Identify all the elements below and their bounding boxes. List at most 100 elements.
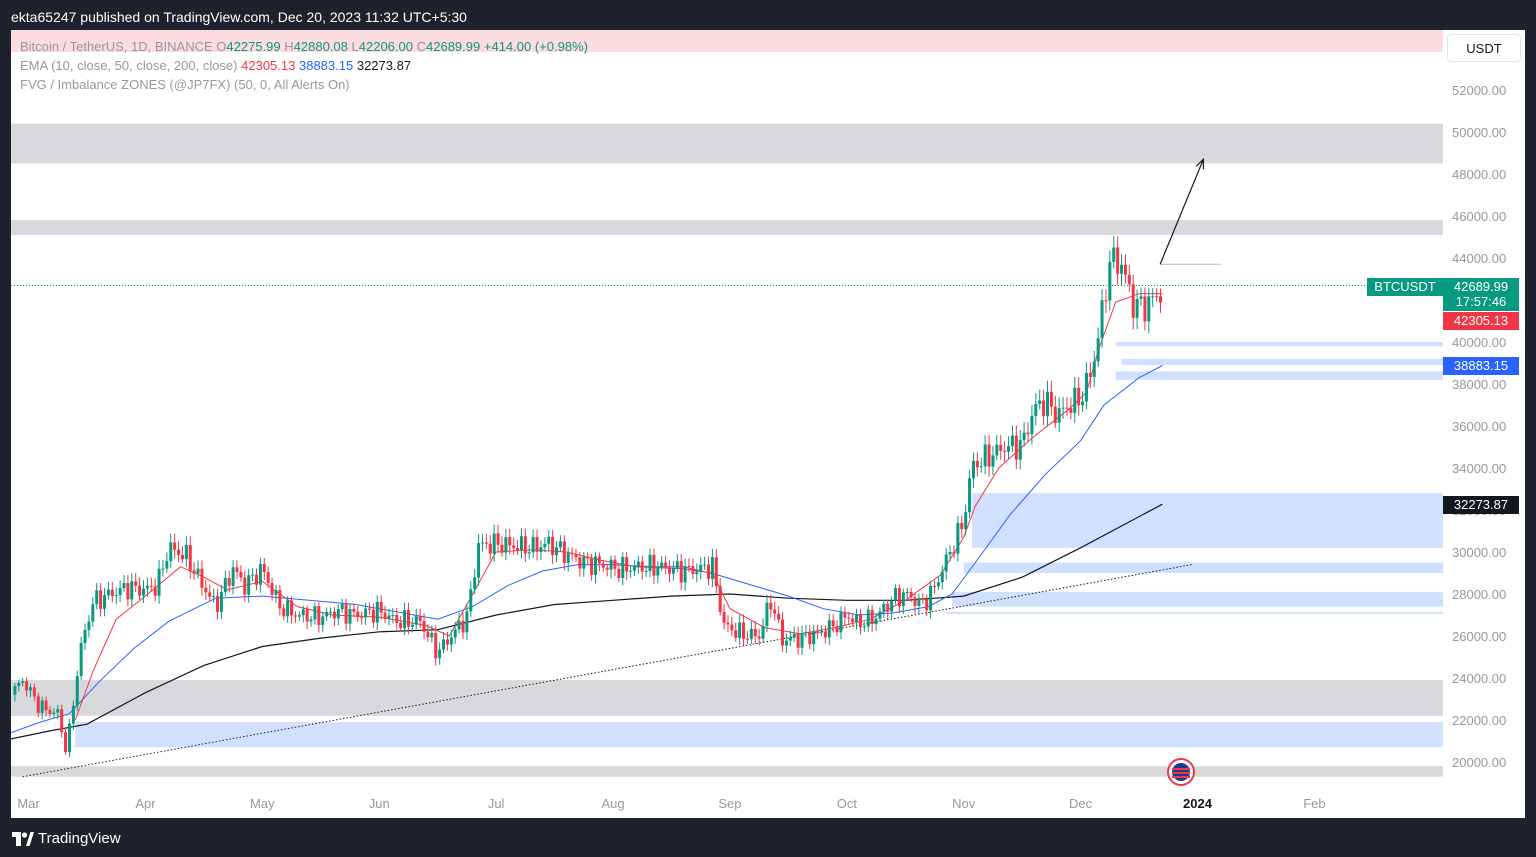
candle-body <box>718 586 722 612</box>
candle-body <box>636 561 640 566</box>
candle-body <box>274 590 278 595</box>
candle-body <box>671 568 675 574</box>
candle-body <box>551 536 555 556</box>
candle-body <box>1123 264 1127 275</box>
candle-body <box>839 612 843 633</box>
time-tick-label: Aug <box>601 796 624 811</box>
candle-body <box>434 632 438 659</box>
legend-o-value: 42275.99 <box>226 39 281 54</box>
candle-body <box>130 581 134 600</box>
legend-fvg-row[interactable]: FVG / Imbalance ZONES (@JP7FX) (50, 0, A… <box>20 77 350 92</box>
candle-body <box>426 631 430 638</box>
candle-body <box>819 631 823 633</box>
candle-body <box>340 603 344 610</box>
candle-body <box>894 588 898 601</box>
candle-body <box>1022 432 1026 441</box>
price-tick-label: 50000.00 <box>1452 125 1506 140</box>
ema200-line <box>11 503 1163 740</box>
fvg-zone <box>971 493 1443 548</box>
candle-body <box>886 603 890 612</box>
badge-last-price: 42689.99 17:57:46 <box>1443 278 1519 311</box>
candle-body <box>52 712 56 714</box>
candle-body <box>247 575 251 595</box>
candle-body <box>531 536 535 553</box>
candle-body <box>519 536 523 551</box>
time-tick-label: Apr <box>135 796 156 811</box>
ema50-line <box>11 365 1163 734</box>
price-tick-label: 52000.00 <box>1452 83 1506 98</box>
candle-body <box>138 585 142 596</box>
candle-body <box>512 545 516 548</box>
fvg-layer <box>75 342 1444 748</box>
candle-body <box>387 615 391 620</box>
candle-body <box>1147 296 1151 322</box>
candle-body <box>882 603 886 612</box>
price-tick-label: 46000.00 <box>1452 209 1506 224</box>
candle-body <box>675 561 679 569</box>
candle-body <box>558 541 562 548</box>
candle-body <box>99 590 103 609</box>
chart-panel[interactable]: 20000.00 22000.00 24000.00 26000.00 28000.00… <box>11 30 1525 818</box>
candle-body <box>929 585 933 611</box>
legend-symbol: Bitcoin / TetherUS, 1D, BINANCE <box>20 39 213 54</box>
candle-body <box>823 631 827 638</box>
candle-body <box>777 613 781 620</box>
badge-last-text: 42689.99 <box>1454 279 1508 294</box>
candle-body <box>835 626 839 633</box>
candle-body <box>290 600 294 616</box>
candle-body <box>141 588 145 596</box>
candle-body <box>1014 435 1018 460</box>
candle-body <box>414 616 418 625</box>
candle-body <box>56 709 60 713</box>
candle-body <box>484 542 488 544</box>
candle-body <box>1045 391 1049 417</box>
candle-body <box>574 554 578 558</box>
legend-change: +414.00 (+0.98%) <box>483 39 588 54</box>
candle-body <box>808 631 812 645</box>
price-chart[interactable]: 20000.00 22000.00 24000.00 26000.00 28000.00… <box>11 30 1525 818</box>
us-flag-event-icon[interactable] <box>1167 758 1195 786</box>
currency-button[interactable]: USDT <box>1447 34 1521 62</box>
badge-ema10: 42305.13 <box>1443 312 1519 330</box>
candle-body <box>788 637 792 641</box>
candle-body <box>987 444 991 467</box>
time-tick-label: Jul <box>488 796 505 811</box>
candle-body <box>1010 435 1014 447</box>
candle-body <box>212 596 216 598</box>
candle-body <box>913 597 917 606</box>
badge-symbol-text: BTCUSDT <box>1374 279 1435 294</box>
candle-body <box>504 537 508 553</box>
candle-body <box>640 561 644 572</box>
tradingview-logo[interactable]: TradingView <box>12 830 121 847</box>
candle-body <box>1034 403 1038 416</box>
candle-body <box>597 556 601 564</box>
candle-body <box>625 557 629 572</box>
time-tick-label: Mar <box>17 796 40 811</box>
supply-zone <box>11 680 1443 716</box>
candle-body <box>742 622 746 639</box>
candle-body <box>745 638 749 640</box>
candle-body <box>901 592 905 607</box>
legend-ema-row[interactable]: EMA (10, close, 50, close, 200, close) 4… <box>20 58 411 73</box>
candle-body <box>555 547 559 556</box>
legend-symbol-row[interactable]: Bitcoin / TetherUS, 1D, BINANCE O42275.9… <box>20 39 588 54</box>
candle-body <box>956 523 960 554</box>
candle-body <box>804 631 808 633</box>
supply-zone <box>11 123 1443 164</box>
candle-body <box>488 543 492 554</box>
candle-body <box>726 622 730 625</box>
candle-body <box>192 570 196 574</box>
candle-body <box>586 556 590 559</box>
fvg-zone <box>1121 358 1443 366</box>
candle-body <box>944 554 948 572</box>
candle-body <box>153 586 157 596</box>
candle-body <box>235 567 239 572</box>
candle-body <box>601 563 605 568</box>
candle-body <box>91 604 95 622</box>
candle-body <box>1038 400 1042 404</box>
candle-body <box>1065 407 1069 409</box>
legend-fvg-label: FVG / Imbalance ZONES (@JP7FX) (50, 0, A… <box>20 77 350 92</box>
candle-body <box>445 639 449 645</box>
candle-body <box>1088 372 1092 378</box>
candle-body <box>866 609 870 627</box>
